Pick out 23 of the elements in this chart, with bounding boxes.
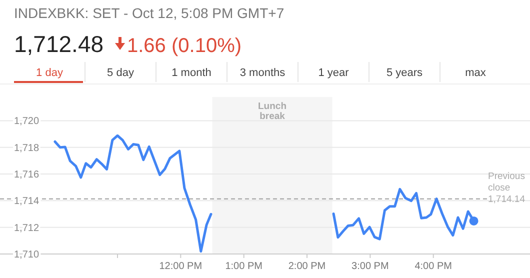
- x-tick-label: 12:00 PM: [159, 261, 202, 272]
- y-tick-label: 1,712: [14, 222, 40, 234]
- ref-line-label: Previous close 1,714.14: [488, 170, 526, 205]
- y-tick-label: 1,720: [14, 116, 40, 128]
- text: 1 day: [36, 67, 64, 79]
- x-tick-label: 2:00 PM: [288, 261, 326, 272]
- y-tick-label: 1,718: [14, 142, 40, 154]
- y-tick-label: 1,714: [14, 196, 40, 208]
- band-label: Lunch break: [258, 101, 287, 122]
- text: 5 years: [386, 67, 424, 79]
- y-tick-label: 1,716: [14, 170, 40, 181]
- text: 1 month: [172, 67, 212, 79]
- chart-title: INDEXBKK: SET - Oct 12, 5:08 PM GMT+7: [14, 5, 284, 21]
- text: 3 months: [240, 67, 286, 79]
- text: max: [465, 67, 486, 79]
- y-tick-label: 1,710: [14, 250, 40, 260]
- text: 5 day: [107, 67, 134, 79]
- text: 1.66 (0.10%): [127, 35, 242, 57]
- x-tick-label: 4:00 PM: [414, 261, 452, 272]
- text: 1 year: [318, 67, 350, 79]
- chart-subtitle: 1,712.48: [14, 31, 104, 57]
- x-tick-label: 1:00 PM: [225, 261, 262, 272]
- x-tick-label: 3:00 PM: [352, 261, 389, 272]
